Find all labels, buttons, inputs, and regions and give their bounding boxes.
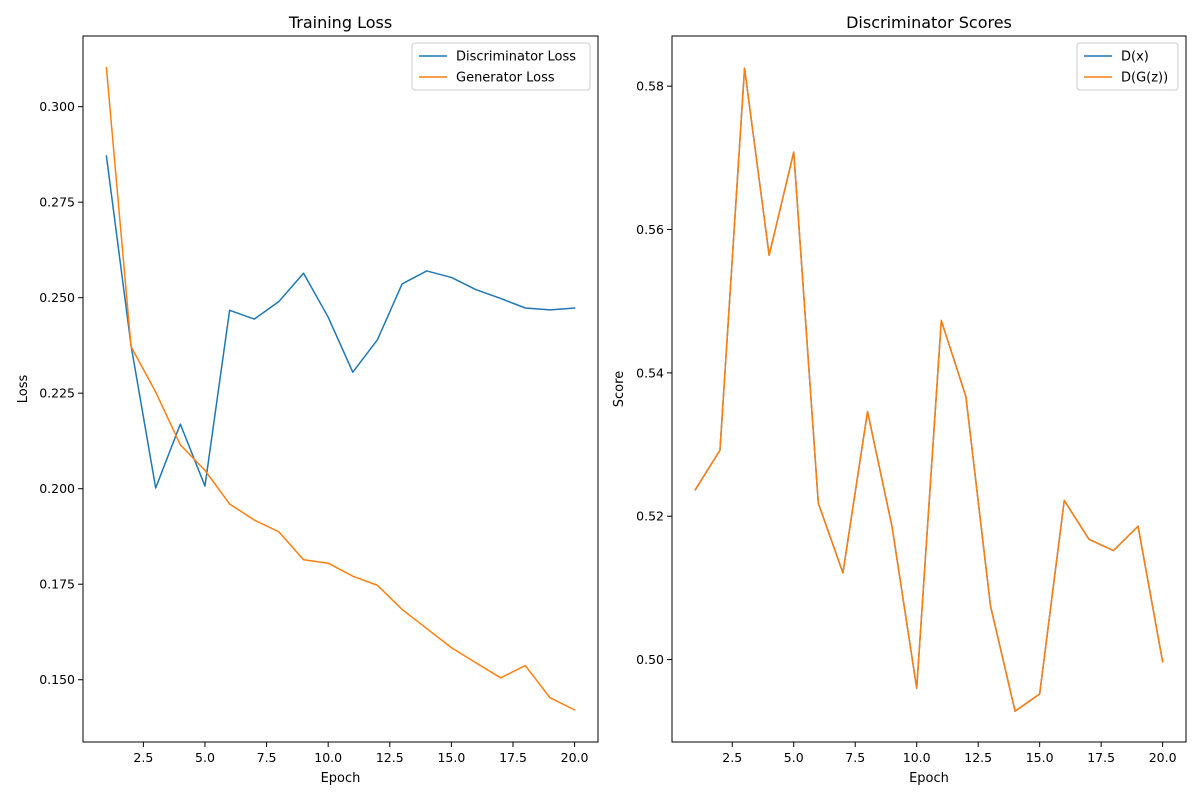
scores-x-tick-label: 12.5 bbox=[964, 750, 992, 765]
scores-x-ticks: 2.5 5.0 7.5 10.0 12.5 15.0 17.5 20.0 bbox=[722, 742, 1177, 765]
scores-x-tick-label: 7.5 bbox=[845, 750, 865, 765]
scores-legend-label-dgz: D(G(z)) bbox=[1121, 71, 1168, 86]
loss-y-tick-label: 0.200 bbox=[39, 481, 75, 496]
loss-legend: Discriminator Loss Generator Loss bbox=[411, 42, 591, 91]
loss-x-tick-label: 2.5 bbox=[133, 750, 153, 765]
loss-y-tick-label: 0.275 bbox=[39, 195, 75, 210]
loss-plot-area: 2.5 5.0 7.5 10.0 12.5 15.0 17.5 20.0 0.150 0.175… bbox=[39, 35, 599, 765]
loss-y-tick-label: 0.175 bbox=[39, 577, 75, 592]
loss-x-tick-label: 12.5 bbox=[376, 750, 404, 765]
loss-series bbox=[105, 66, 576, 711]
loss-y-axis-label: Loss bbox=[16, 375, 31, 404]
loss-axes-frame bbox=[82, 35, 599, 743]
loss-y-tick-label: 0.300 bbox=[39, 99, 75, 114]
loss-y-ticks: 0.150 0.175 0.200 0.225 0.250 0.275 0.300 bbox=[39, 99, 83, 687]
scores-x-tick-label: 17.5 bbox=[1087, 750, 1115, 765]
scores-x-tick-label: 15.0 bbox=[1026, 750, 1054, 765]
scores-y-tick-label: 0.50 bbox=[636, 652, 664, 667]
loss-legend-label-discriminator: Discriminator Loss bbox=[456, 50, 576, 65]
loss-x-tick-label: 7.5 bbox=[257, 750, 277, 765]
loss-legend-box bbox=[411, 42, 591, 91]
scores-y-tick-label: 0.58 bbox=[636, 79, 664, 94]
scores-y-tick-label: 0.52 bbox=[636, 509, 664, 524]
loss-title: Training Loss bbox=[288, 13, 392, 32]
scores-legend-label-dx: D(x) bbox=[1121, 50, 1149, 65]
loss-x-tick-label: 20.0 bbox=[561, 750, 589, 765]
loss-y-tick-label: 0.150 bbox=[39, 672, 75, 687]
scores-plot-area: 2.5 5.0 7.5 10.0 12.5 15.0 17.5 20.0 0.500.520.… bbox=[636, 35, 1187, 765]
loss-x-tick-label: 5.0 bbox=[195, 750, 215, 765]
scores-x-tick-label: 2.5 bbox=[722, 750, 742, 765]
scores-y-tick-label: 0.56 bbox=[636, 222, 664, 237]
scores-x-tick-label: 5.0 bbox=[784, 750, 804, 765]
scores-y-tick-label: 0.54 bbox=[636, 365, 664, 380]
scores-y-ticks: 0.50 0.52 0.54 0.56 0.58 bbox=[636, 79, 672, 667]
scores-panel: 2.5 5.0 7.5 10.0 12.5 15.0 17.5 20.0 0.500.520.… bbox=[612, 13, 1187, 786]
scores-title: Discriminator Scores bbox=[846, 13, 1012, 32]
loss-x-tick-label: 17.5 bbox=[499, 750, 527, 765]
loss-x-ticks: 2.5 5.0 7.5 10.0 12.5 15.0 17.5 20.0 bbox=[133, 742, 589, 765]
loss-series-line-0 bbox=[105, 155, 576, 489]
scores-series-line-1 bbox=[694, 67, 1164, 712]
scores-axes-frame bbox=[671, 35, 1187, 743]
loss-x-tick-label: 15.0 bbox=[437, 750, 465, 765]
loss-series-line-1 bbox=[105, 66, 576, 711]
scores-legend: D(x) D(G(z)) bbox=[1076, 42, 1179, 91]
scores-x-axis-label: Epoch bbox=[909, 771, 949, 786]
scores-x-tick-label: 10.0 bbox=[903, 750, 931, 765]
scores-series bbox=[694, 67, 1164, 712]
scores-x-tick-label: 20.0 bbox=[1149, 750, 1177, 765]
loss-x-axis-label: Epoch bbox=[321, 771, 361, 786]
scores-y-axis-label: Score bbox=[612, 371, 627, 407]
loss-y-tick-label: 0.250 bbox=[39, 290, 75, 305]
scores-legend-box bbox=[1076, 42, 1179, 91]
loss-panel: 2.5 5.0 7.5 10.0 12.5 15.0 17.5 20.0 0.150 0.175… bbox=[16, 13, 599, 786]
loss-x-tick-label: 10.0 bbox=[314, 750, 342, 765]
loss-legend-label-generator: Generator Loss bbox=[456, 71, 555, 86]
loss-y-tick-label: 0.225 bbox=[39, 386, 75, 401]
